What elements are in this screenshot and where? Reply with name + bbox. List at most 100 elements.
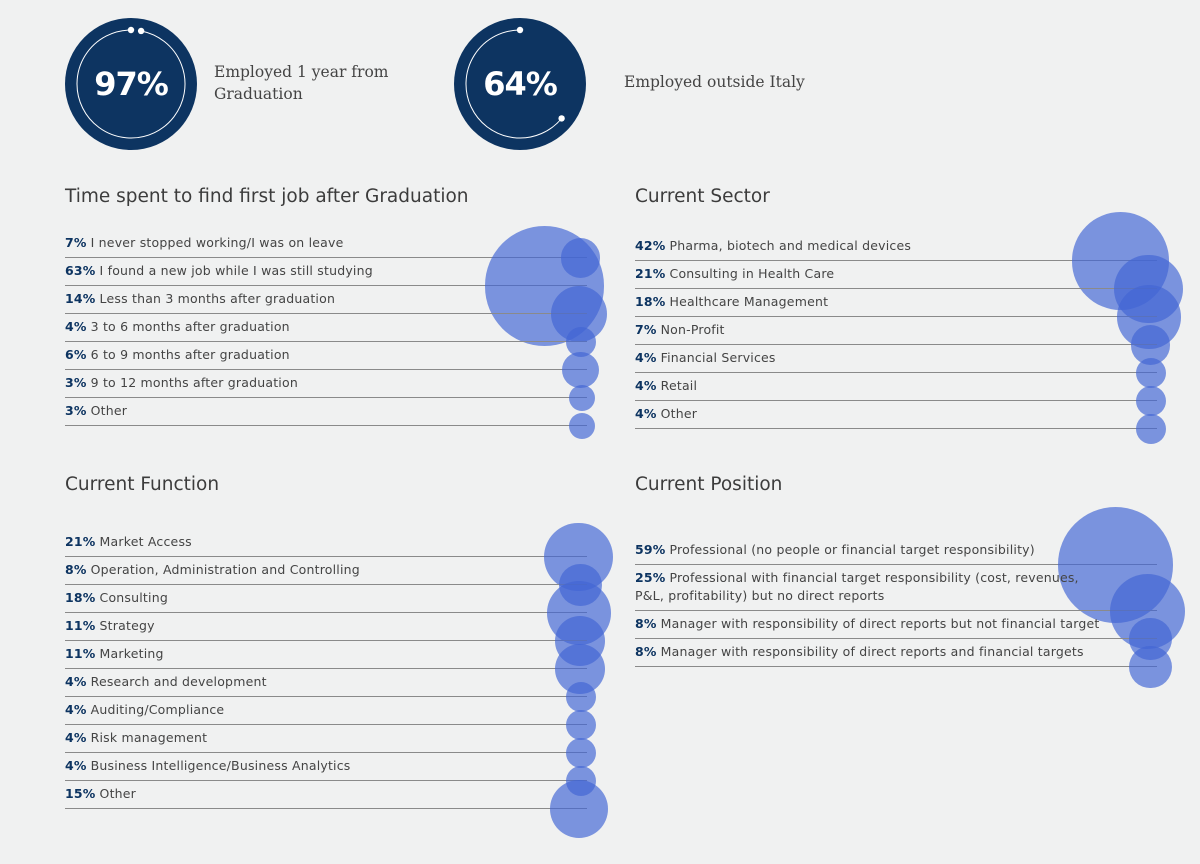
item-label: Non-Profit [660,322,725,337]
list-item-text: 4% Auditing/Compliance [65,701,224,719]
item-label: Other [99,786,137,801]
list-item-text: 15% Other [65,785,136,803]
list-item: 3% Other [65,398,587,426]
list-item-text: 3% Other [65,402,127,420]
list-item-text: 8% Manager with responsibility of direct … [635,643,1084,661]
list-item: 8% Operation, Administration and Controll… [65,557,587,585]
item-label: Operation, Administration and Controllin… [90,562,360,577]
kpi-label: Employed outside Italy [624,73,805,91]
item-label: Consulting [99,590,168,605]
kpi-circle [65,18,197,150]
list-item: 14% Less than 3 months after graduation [65,286,587,314]
progress-start-dot [516,26,524,34]
list-item-text: 11% Strategy [65,617,155,635]
list-item: 4% Auditing/Compliance [65,697,587,725]
list-item-text: 63% I found a new job while I was still s… [65,262,373,280]
item-label: Professional with financial target respo… [635,570,1079,603]
section-title: Current Position [635,474,783,495]
item-label: Risk management [90,730,208,745]
item-label: Other [660,406,698,421]
list-item: 4% Risk management [65,725,587,753]
list-item: 4% 3 to 6 months after graduation [65,314,587,342]
percentage-label: 4% [65,702,87,717]
item-label: Manager with responsibility of direct re… [660,616,1100,631]
percentage-label: 59% [635,542,666,557]
list-item: 4% Business Intelligence/Business Analyti… [65,753,587,781]
percentage-label: 42% [635,238,666,253]
list-item: 11% Marketing [65,641,587,669]
percentage-label: 11% [65,618,96,633]
item-label: Retail [660,378,698,393]
item-label: 3 to 6 months after graduation [90,319,290,334]
kpi-employed-outside-italy: 64% Employed outside Italy [454,18,834,152]
list-item: 25% Professional with financial target re… [635,565,1157,611]
item-label: Auditing/Compliance [90,702,225,717]
percentage-label: 15% [65,786,96,801]
percentage-label: 7% [635,322,657,337]
progress-arc [76,29,186,139]
list-item: 15% Other [65,781,587,809]
item-label: Less than 3 months after graduation [99,291,336,306]
item-label: I never stopped working/I was on leave [90,235,344,250]
item-label: Healthcare Management [669,294,829,309]
list-item-text: 4% Research and development [65,673,267,691]
list-item-text: 3% 9 to 12 months after graduation [65,374,298,392]
list-item-text: 4% 3 to 6 months after graduation [65,318,290,336]
item-label: Pharma, biotech and medical devices [669,238,912,253]
section-current-position: Current Position 59% Professional (no peo… [635,474,1186,694]
percentage-label: 3% [65,403,87,418]
percentage-label: 6% [65,347,87,362]
list-item: 3% 9 to 12 months after graduation [65,370,587,398]
list-item: 4% Other [635,401,1157,429]
percentage-label: 8% [635,616,657,631]
percentage-label: 4% [65,319,87,334]
list-item: 4% Research and development [65,669,587,697]
item-label: Strategy [99,618,155,633]
list-item: 8% Manager with responsibility of direct … [635,611,1157,639]
item-label: Market Access [99,534,192,549]
item-label: Professional (no people or financial tar… [669,542,1035,557]
percentage-label: 4% [65,730,87,745]
list-item: 4% Financial Services [635,345,1157,373]
kpi-employed-one-year: 97% Employed 1 year from Graduation [65,18,405,152]
list-item: 63% I found a new job while I was still s… [65,258,587,286]
section-current-function: Current Function 21% Market Access 8% Opera… [65,474,613,839]
item-label: Manager with responsibility of direct re… [660,644,1084,659]
section-time-to-first-job: Time spent to find first job after Gradu… [65,186,608,439]
kpi-progress-ring [76,26,186,139]
list-item-text: 6% 6 to 9 months after graduation [65,346,290,364]
list-item: 18% Healthcare Management [635,289,1157,317]
item-label: Financial Services [660,350,776,365]
kpi-value: 64% [483,65,558,103]
list-item-text: 21% Market Access [65,533,192,551]
percentage-label: 3% [65,375,87,390]
kpi-progress-ring [465,26,565,139]
list-item: 59% Professional (no people or financial … [635,537,1157,565]
list-item: 7% Non-Profit [635,317,1157,345]
progress-arc [465,29,562,139]
kpi-value: 97% [94,65,169,103]
list-item-text: 4% Risk management [65,729,207,747]
item-label: Business Intelligence/Business Analytics [90,758,351,773]
list-item: 18% Consulting [65,585,587,613]
list-item: 21% Market Access [65,529,587,557]
item-label: 6 to 9 months after graduation [90,347,290,362]
percentage-label: 7% [65,235,87,250]
percentage-label: 25% [635,570,666,585]
list-item-text: 18% Consulting [65,589,168,607]
list-item: 11% Strategy [65,613,587,641]
list-item-text: 4% Other [635,405,697,423]
percentage-label: 21% [65,534,96,549]
percentage-label: 63% [65,263,96,278]
list-item-text: 25% Professional with financial target re… [635,569,1090,605]
list-item-text: 8% Operation, Administration and Controll… [65,561,360,579]
percentage-label: 4% [635,406,657,421]
item-label: I found a new job while I was still stud… [99,263,373,278]
list-item: 4% Retail [635,373,1157,401]
list-item-text: 7% Non-Profit [635,321,725,339]
item-label: 9 to 12 months after graduation [90,375,298,390]
list-item: 8% Manager with responsibility of direct … [635,639,1157,667]
list-item-text: 8% Manager with responsibility of direct … [635,615,1099,633]
list-item-text: 11% Marketing [65,645,164,663]
list-item-text: 21% Consulting in Health Care [635,265,834,283]
